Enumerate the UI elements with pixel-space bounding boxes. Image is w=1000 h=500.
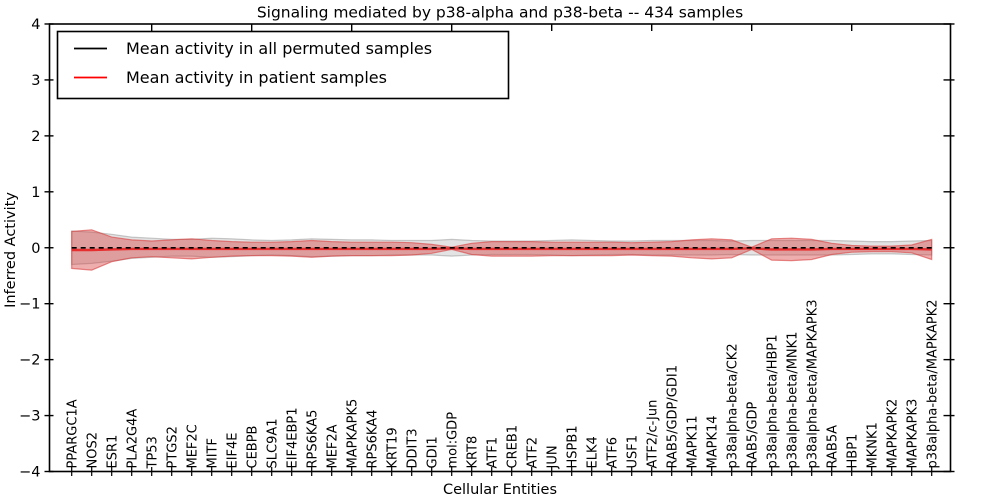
x-tick-label: USF1 — [626, 435, 641, 469]
x-tick-label: EIF4EBP1 — [286, 407, 301, 468]
x-tick-label: KRT8 — [466, 436, 481, 469]
axes-layer: 4 3 2 1 0 −1 −2 −3 −4 PPARGC1A NOS2 ESR1 PLA2G4A TP53… — [19, 17, 955, 481]
x-tick-label: HSPB1 — [566, 425, 581, 468]
x-tick-label: mol:GDP — [446, 412, 461, 469]
y-axis-title: Inferred Activity — [3, 192, 19, 308]
x-tick-label: RAB5/GDP — [746, 401, 761, 468]
x-tick-label: MAPKAPK2 — [886, 399, 901, 469]
x-tick-label: ESR1 — [106, 435, 121, 469]
x-tick-label: EIF4E — [226, 432, 241, 468]
x-tick-label: RAB5/GDP/GDI1 — [666, 365, 681, 468]
x-tick-label: p38alpha-beta/MNK1 — [786, 332, 801, 469]
x-tick-label: ATF6 — [606, 437, 621, 469]
x-tick-label: MAPK14 — [706, 415, 721, 468]
x-tick-label: MAPKAPK5 — [346, 399, 361, 469]
x-tick-label: HBP1 — [846, 434, 861, 469]
y-tick-label: 2 — [31, 129, 40, 145]
x-tick-label: GDI1 — [426, 436, 441, 468]
y-tick-label: −2 — [19, 353, 40, 369]
legend-box — [56, 30, 510, 100]
x-tick-label: MEF2C — [186, 424, 201, 468]
x-tick-label: RPS6KA4 — [366, 410, 381, 469]
x-tick-label: NOS2 — [86, 432, 101, 468]
x-tick-label: ATF2/c-Jun — [646, 400, 661, 469]
x-tick-label: KRT19 — [386, 427, 401, 468]
y-tick-label: 4 — [31, 17, 40, 33]
y-tick-label: −4 — [19, 465, 40, 481]
x-tick-label: SLC9A1 — [266, 418, 281, 468]
x-tick-label: p38alpha-beta/CK2 — [726, 343, 741, 468]
x-tick-label: JUN — [546, 445, 561, 469]
x-tick-label: CEBPB — [246, 426, 261, 469]
x-axis-title: Cellular Entities — [443, 482, 557, 498]
x-tick-label: MITF — [206, 438, 221, 468]
mean-lines-layer — [71, 246, 932, 252]
x-tick-label: PLA2G4A — [126, 409, 141, 469]
y-tick-label: 3 — [31, 73, 40, 89]
x-tick-label: PPARGC1A — [66, 399, 81, 468]
x-tick-label: p38alpha-beta/MAPKAPK2 — [926, 300, 941, 469]
x-tick-label: p38alpha-beta/HBP1 — [766, 334, 781, 468]
x-tick-label: MAPKAPK3 — [906, 399, 921, 469]
x-tick-label: ATF1 — [486, 437, 501, 469]
chart-title: Signaling mediated by p38-alpha and p38-… — [257, 4, 743, 22]
x-tick-label: ATF2 — [526, 437, 541, 469]
x-tick-label: PTGS2 — [166, 426, 181, 468]
y-tick-label: 1 — [31, 185, 40, 201]
legend-label-permuted: Mean activity in all permuted samples — [126, 39, 432, 58]
x-tick-label: ELK4 — [586, 436, 601, 468]
x-tick-label: RPS6KA5 — [306, 410, 321, 469]
patient-mean-line — [71, 247, 932, 252]
x-tick-label: DDIT3 — [406, 428, 421, 468]
legend-label-patient: Mean activity in patient samples — [126, 68, 387, 87]
x-tick-label: TP53 — [146, 436, 161, 469]
x-tick-label: MEF2A — [326, 424, 341, 468]
y-tick-label: −1 — [19, 297, 40, 313]
x-tick-label: MKNK1 — [866, 422, 881, 468]
x-tick-label: CREB1 — [506, 425, 521, 469]
x-tick-label: MAPK11 — [686, 415, 701, 468]
x-tick-label: p38alpha-beta/MAPKAPK3 — [806, 300, 821, 469]
y-tick-label: −3 — [19, 409, 40, 425]
x-tick-label: RAB5A — [826, 425, 841, 469]
legend: Mean activity in all permuted samples Me… — [56, 30, 510, 100]
y-tick-label: 0 — [31, 241, 40, 257]
